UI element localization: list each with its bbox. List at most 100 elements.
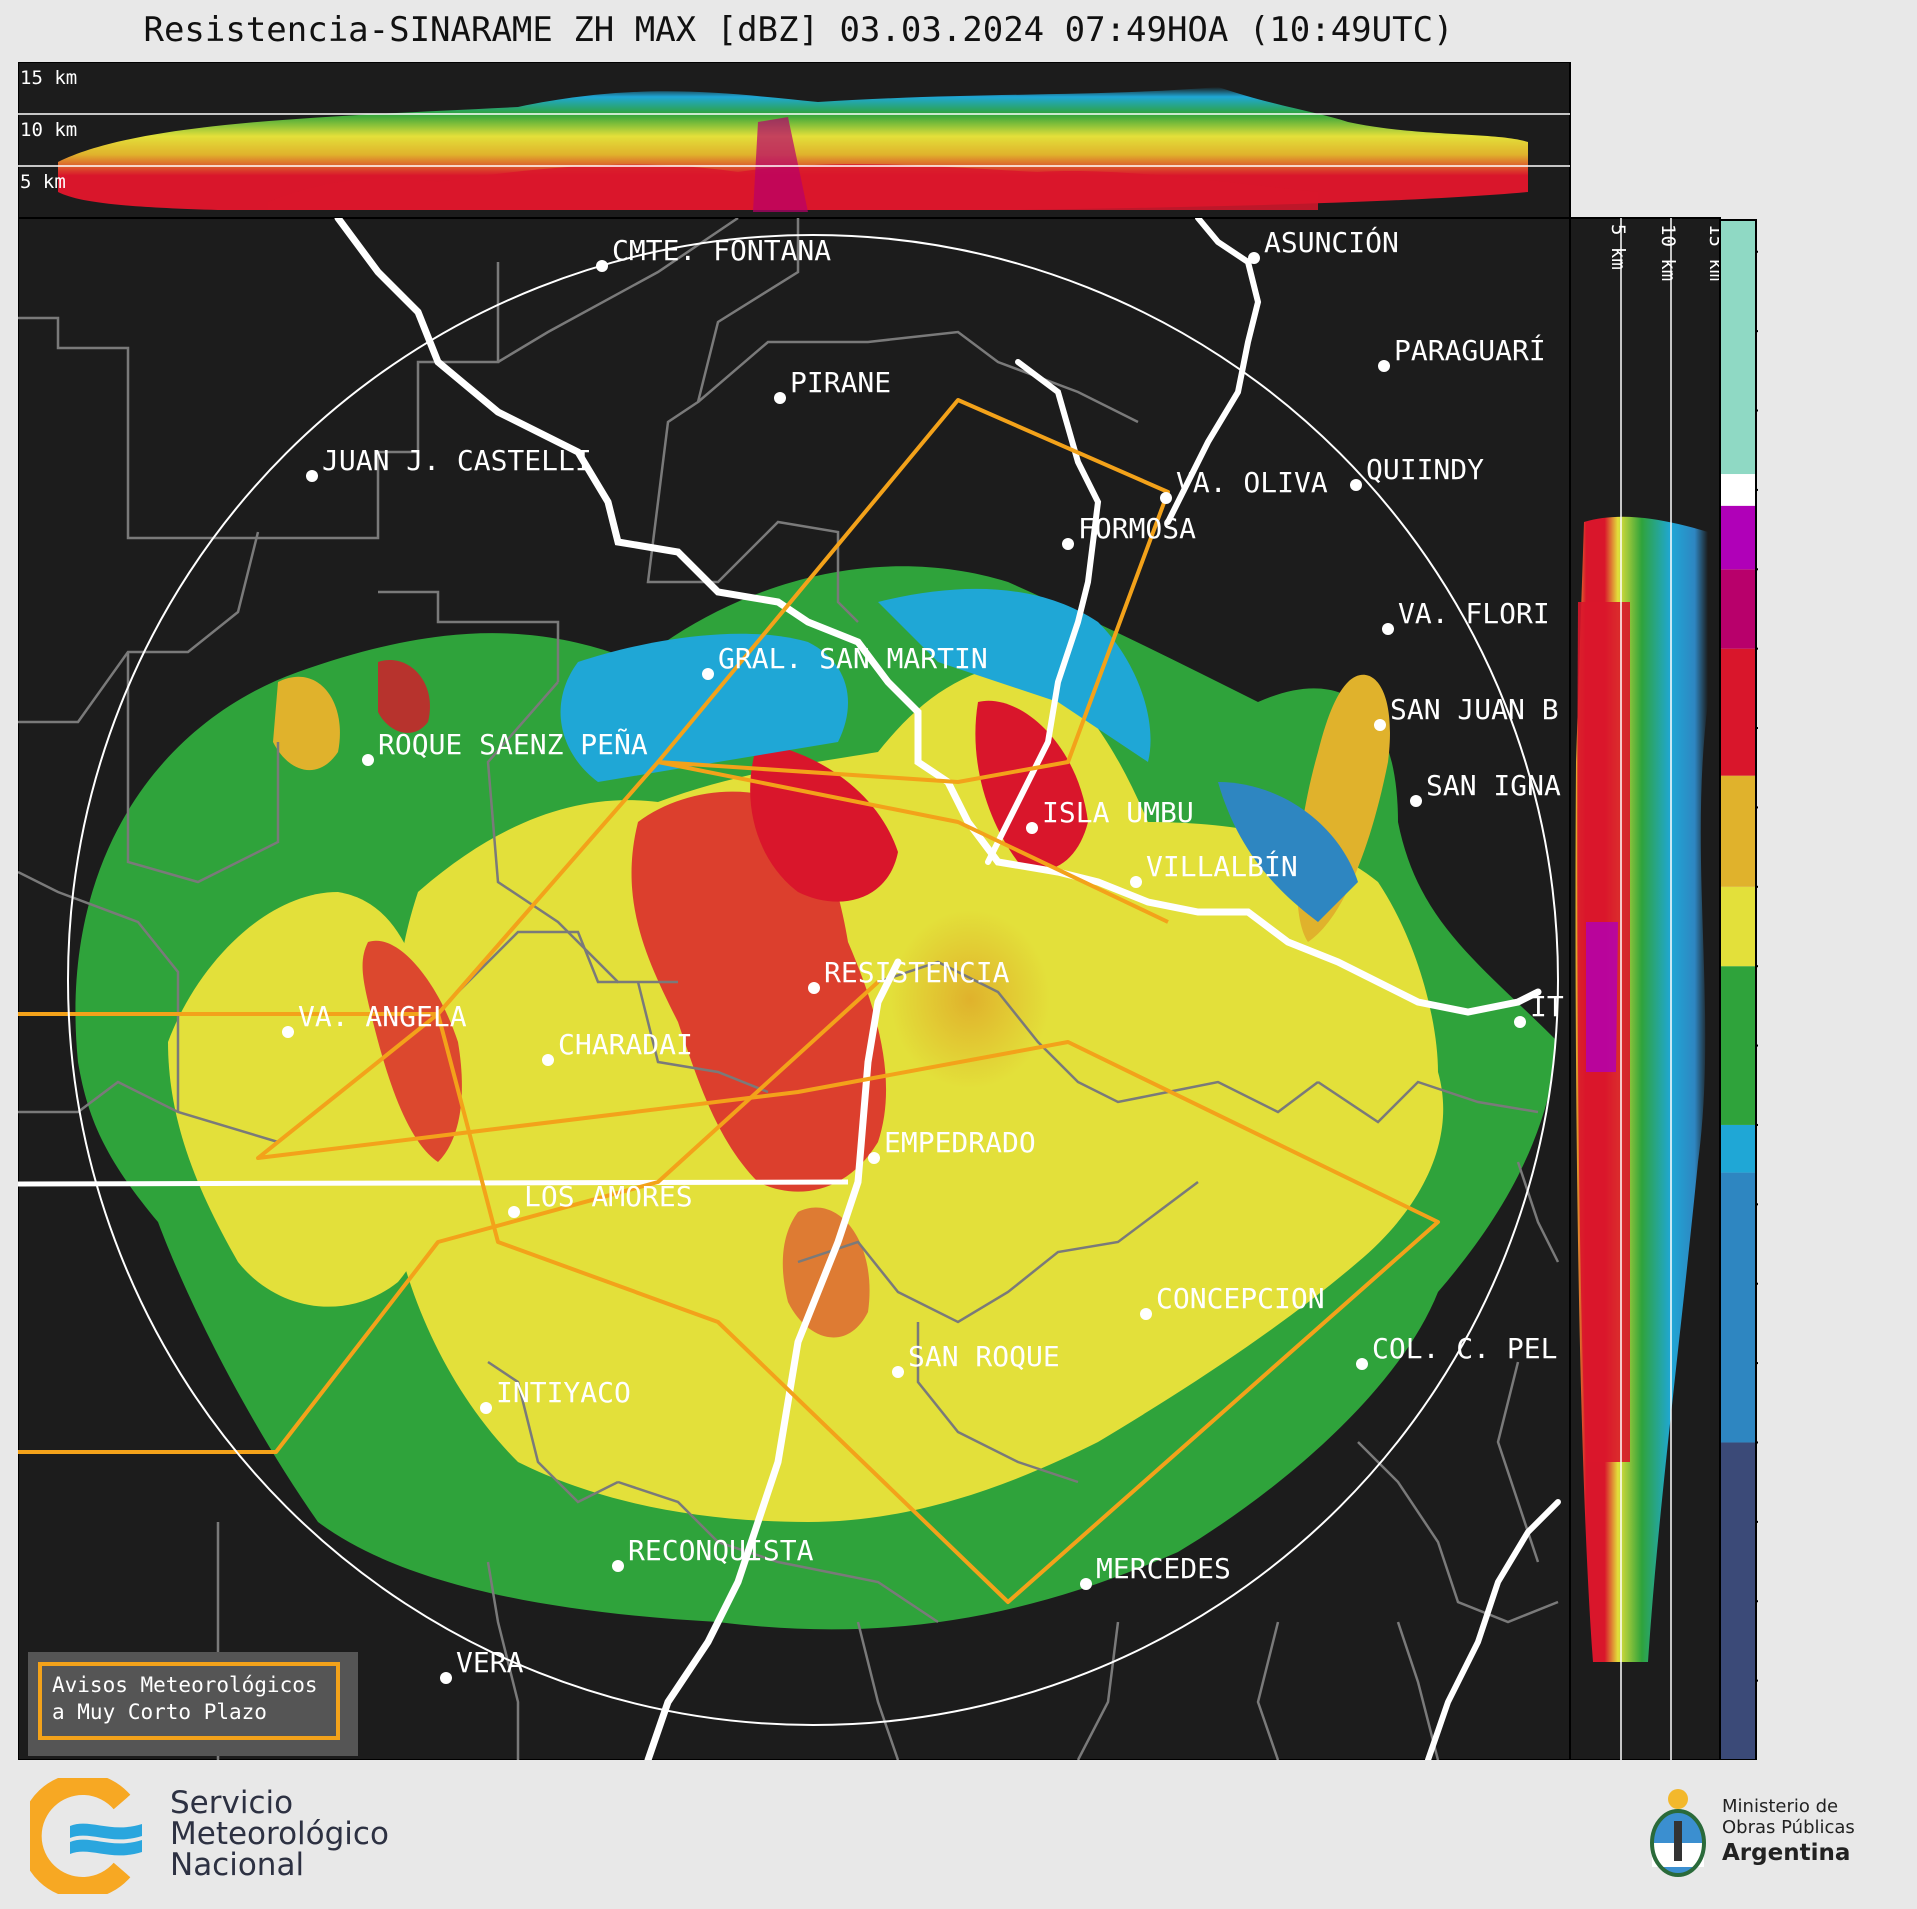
city-va-florida: VA. FLORI	[1382, 597, 1550, 635]
top-label-10km: 10 km	[20, 119, 77, 141]
city-resistencia: RESISTENCIA	[808, 956, 1010, 994]
city-formosa: FORMOSA	[1062, 512, 1196, 550]
city-label: PARAGUARÍ	[1394, 333, 1546, 367]
city-label: ASUNCIÓN	[1264, 225, 1399, 259]
warning-polygon-south	[256, 1012, 1440, 1604]
city-label: SAN IGNA	[1426, 769, 1561, 802]
city-label: CHARADAI	[558, 1028, 693, 1061]
colorbar-band	[1720, 775, 1756, 887]
city-marker	[480, 1402, 492, 1414]
city-juan-castelli: JUAN J. CASTELLI	[306, 444, 592, 482]
aviso-line-1: Avisos Meteorológicos	[52, 1673, 318, 1697]
top-cross-section: 15 km 10 km 5 km	[17, 61, 1571, 219]
city-asuncion: ASUNCIÓN	[1248, 225, 1399, 264]
city-marker	[362, 754, 374, 766]
colorbar-band	[1720, 1124, 1756, 1173]
colorbar-band	[1720, 569, 1756, 649]
side-label-10km: 10 km	[1657, 224, 1679, 281]
city-label: ROQUE SAENZ PEÑA	[378, 727, 648, 761]
city-san-ignacio: SAN IGNA	[1410, 769, 1561, 807]
city-roque-saenz-pena: ROQUE SAENZ PEÑA	[362, 727, 648, 766]
colorbar-band	[1720, 1442, 1756, 1760]
colorbar-band	[1720, 505, 1756, 570]
city-gral-san-martin: GRAL. SAN MARTIN	[702, 642, 988, 680]
city-marker	[1382, 623, 1394, 635]
range-ring	[67, 234, 1559, 1726]
ministry-line-3: Argentina	[1722, 1840, 1851, 1866]
city-marker	[612, 1560, 624, 1572]
warning-polygon-west	[18, 760, 1169, 1016]
city-label: VA. OLIVA	[1176, 466, 1328, 499]
city-label: VA. FLORI	[1398, 597, 1550, 630]
aviso-line-2: a Muy Corto Plazo	[52, 1700, 267, 1724]
city-label: JUAN J. CASTELLI	[322, 444, 592, 477]
radar-svg: 15 km 10 km 5 km 5 km 10 km 15 km 757065…	[17, 61, 1813, 1761]
colorbar-band	[1720, 648, 1756, 776]
colorbar-band	[1720, 474, 1756, 506]
city-marker	[542, 1054, 554, 1066]
city-label: EMPEDRADO	[884, 1126, 1036, 1159]
city-marker	[1130, 876, 1142, 888]
city-marker	[1140, 1308, 1152, 1320]
city-layer: CMTE. FONTANA ASUNCIÓN PARAGUARÍ PIRANE JUAN…	[282, 225, 1564, 1684]
warning-polygons	[18, 398, 1440, 1604]
colorbar-band	[1720, 886, 1756, 967]
city-marker	[1410, 795, 1422, 807]
top-label-15km: 15 km	[20, 67, 77, 89]
city-itati: IT	[1514, 990, 1564, 1028]
city-col-c-pel: COL. C. PEL	[1356, 1332, 1557, 1370]
city-label: MERCEDES	[1096, 1552, 1231, 1585]
smn-line-2: Meteorológico	[170, 1816, 389, 1852]
top-label-5km: 5 km	[20, 171, 66, 193]
radar-figure: 15 km 10 km 5 km 5 km 10 km 15 km 757065…	[17, 61, 1813, 1761]
city-pirane: PIRANE	[774, 366, 891, 404]
city-marker	[1356, 1358, 1368, 1370]
city-marker	[1378, 360, 1390, 372]
smn-line-1: Servicio	[170, 1785, 294, 1821]
ministry-logo: Ministerio de Obras Públicas Argentina	[1640, 1780, 1910, 1890]
city-marker	[808, 982, 820, 994]
city-paraguari: PARAGUARÍ	[1378, 333, 1546, 372]
city-marker	[774, 392, 786, 404]
city-marker	[892, 1366, 904, 1378]
city-label: PIRANE	[790, 366, 891, 399]
city-charadai: CHARADAI	[542, 1028, 693, 1066]
colorbar-band	[1720, 220, 1756, 475]
smn-logo: Servicio Meteorológico Nacional	[30, 1778, 450, 1894]
city-marker	[868, 1152, 880, 1164]
city-marker	[1514, 1016, 1526, 1028]
aviso-panel: Avisos Meteorológicos a Muy Corto Plazo	[28, 1652, 358, 1756]
warning-polygon-southwest	[18, 980, 880, 1454]
city-marker	[1160, 492, 1172, 504]
city-label: VA. ANGELA	[298, 1000, 467, 1033]
city-los-amores: LOS AMORES	[508, 1180, 693, 1218]
colorbar-band	[1720, 966, 1756, 1125]
city-marker	[702, 668, 714, 680]
chart-title: Resistencia-SINARAME ZH MAX [dBZ] 03.03.…	[143, 10, 1454, 50]
city-label: FORMOSA	[1078, 512, 1196, 545]
city-label: CMTE. FONTANA	[612, 234, 831, 267]
city-va-angela: VA. ANGELA	[282, 1000, 467, 1038]
smn-emblem-icon	[30, 1778, 142, 1894]
city-marker	[282, 1026, 294, 1038]
city-marker	[596, 260, 608, 272]
city-marker	[1350, 479, 1362, 491]
side-cross-section: 5 km 10 km 15 km	[1569, 217, 1727, 1761]
city-marker	[440, 1672, 452, 1684]
city-vera: VERA	[440, 1646, 524, 1684]
city-marker	[1080, 1578, 1092, 1590]
city-label: SAN ROQUE	[908, 1340, 1060, 1373]
side-label-5km: 5 km	[1607, 224, 1629, 270]
city-isla-umbu: ISLA UMBU	[1026, 796, 1194, 834]
city-intiyaco: INTIYACO	[480, 1376, 631, 1414]
city-reconquista: RECONQUISTA	[612, 1534, 814, 1572]
city-label: VILLALBÍN	[1146, 849, 1298, 883]
colorbar-band	[1720, 1172, 1756, 1443]
city-san-juan-b: SAN JUAN B	[1374, 693, 1559, 731]
city-label: LOS AMORES	[524, 1180, 693, 1213]
province-line	[18, 1179, 849, 1187]
city-villalbin: VILLALBÍN	[1130, 849, 1298, 888]
city-label: ISLA UMBU	[1042, 796, 1194, 829]
city-label: COL. C. PEL	[1372, 1332, 1557, 1365]
city-marker	[306, 470, 318, 482]
